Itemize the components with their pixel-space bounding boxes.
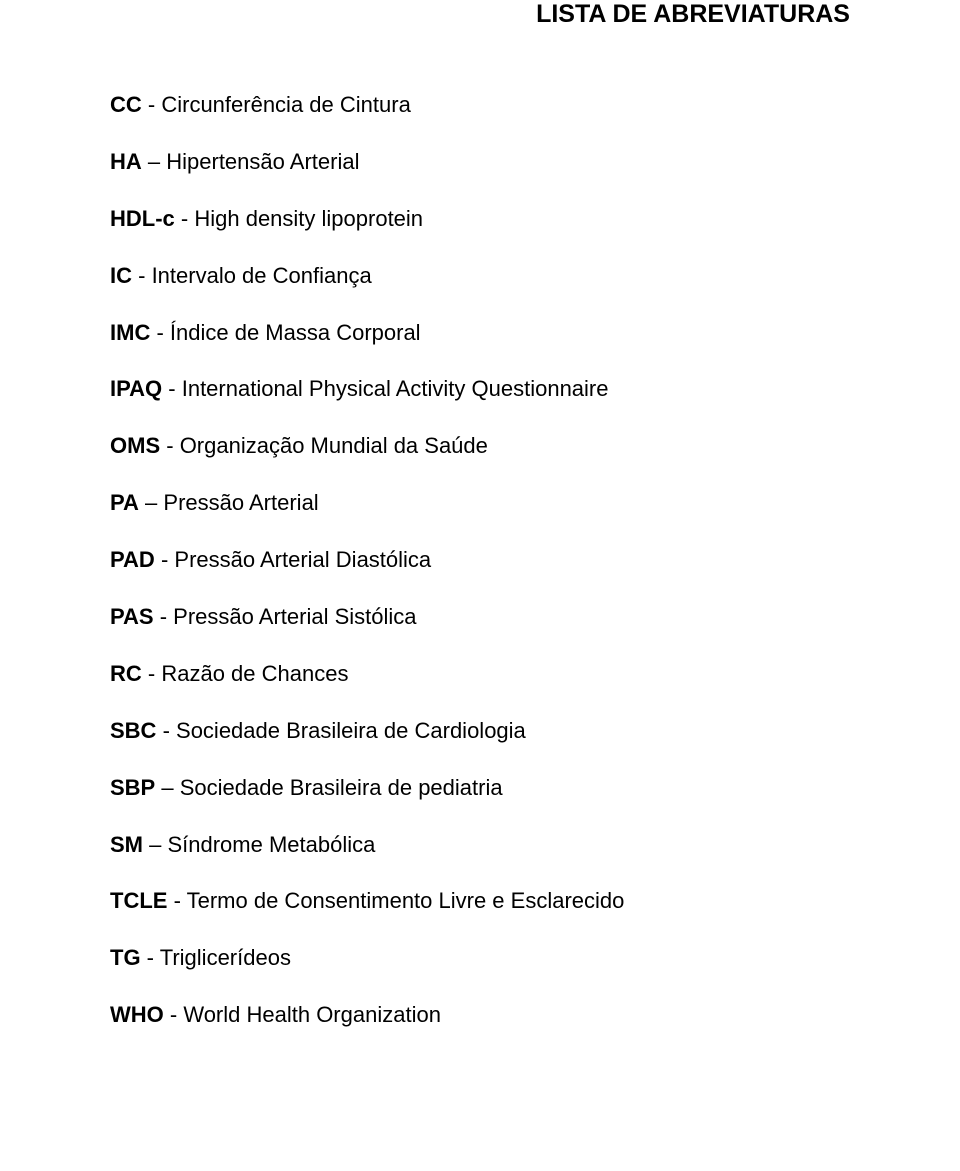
abbreviation-entry: OMS - Organização Mundial da Saúde [110, 430, 850, 462]
abbreviation-term: IMC [110, 320, 150, 345]
abbreviation-term: IPAQ [110, 376, 162, 401]
abbreviation-term: TCLE [110, 888, 167, 913]
abbreviation-entry: SM – Síndrome Metabólica [110, 829, 850, 861]
abbreviation-definition: Hipertensão Arterial [166, 149, 359, 174]
abbreviation-definition: International Physical Activity Question… [182, 376, 609, 401]
abbreviation-definition: Índice de Massa Corporal [170, 320, 421, 345]
abbreviation-separator: - [142, 92, 162, 117]
abbreviation-term: CC [110, 92, 142, 117]
abbreviation-entry: HA – Hipertensão Arterial [110, 146, 850, 178]
abbreviation-definition: Razão de Chances [161, 661, 348, 686]
document-page: LISTA DE ABREVIATURAS CC - Circunferênci… [0, 0, 960, 1031]
abbreviation-separator: - [162, 376, 182, 401]
abbreviation-term: HDL-c [110, 206, 175, 231]
abbreviation-definition: Pressão Arterial Sistólica [173, 604, 416, 629]
abbreviation-separator: – [142, 149, 166, 174]
abbreviation-definition: Pressão Arterial Diastólica [174, 547, 431, 572]
abbreviation-definition: Triglicerídeos [160, 945, 291, 970]
abbreviation-definition: Organização Mundial da Saúde [180, 433, 488, 458]
page-title: LISTA DE ABREVIATURAS [110, 0, 850, 89]
abbreviation-separator: - [142, 661, 162, 686]
abbreviation-separator: - [156, 718, 176, 743]
abbreviation-entry: IC - Intervalo de Confiança [110, 260, 850, 292]
abbreviation-term: PA [110, 490, 139, 515]
abbreviation-separator: – [139, 490, 163, 515]
abbreviation-entry: RC - Razão de Chances [110, 658, 850, 690]
abbreviation-definition: Sociedade Brasileira de Cardiologia [176, 718, 526, 743]
abbreviation-separator: - [175, 206, 195, 231]
abbreviation-entry: SBC - Sociedade Brasileira de Cardiologi… [110, 715, 850, 747]
abbreviation-entry: TG - Triglicerídeos [110, 942, 850, 974]
abbreviation-separator: - [150, 320, 170, 345]
abbreviation-definition: Sociedade Brasileira de pediatria [180, 775, 503, 800]
abbreviation-entry: SBP – Sociedade Brasileira de pediatria [110, 772, 850, 804]
abbreviation-entry: PA – Pressão Arterial [110, 487, 850, 519]
abbreviation-entry: PAD - Pressão Arterial Diastólica [110, 544, 850, 576]
abbreviation-separator: - [154, 604, 174, 629]
abbreviation-term: PAD [110, 547, 155, 572]
abbreviation-list: CC - Circunferência de Cintura HA – Hiper… [110, 89, 850, 1031]
abbreviation-separator: - [155, 547, 175, 572]
abbreviation-definition: Pressão Arterial [163, 490, 318, 515]
abbreviation-separator: – [143, 832, 167, 857]
abbreviation-definition: High density lipoprotein [194, 206, 423, 231]
abbreviation-definition: Síndrome Metabólica [167, 832, 375, 857]
abbreviation-term: RC [110, 661, 142, 686]
abbreviation-separator: - [160, 433, 180, 458]
abbreviation-term: SBP [110, 775, 155, 800]
abbreviation-term: PAS [110, 604, 154, 629]
abbreviation-term: TG [110, 945, 141, 970]
abbreviation-definition: Termo de Consentimento Livre e Esclareci… [187, 888, 625, 913]
abbreviation-term: HA [110, 149, 142, 174]
abbreviation-term: SBC [110, 718, 156, 743]
abbreviation-separator: - [132, 263, 152, 288]
abbreviation-separator: - [167, 888, 186, 913]
abbreviation-separator: - [141, 945, 160, 970]
abbreviation-term: WHO [110, 1002, 164, 1027]
abbreviation-entry: PAS - Pressão Arterial Sistólica [110, 601, 850, 633]
abbreviation-separator: - [164, 1002, 184, 1027]
abbreviation-term: IC [110, 263, 132, 288]
abbreviation-entry: IMC - Índice de Massa Corporal [110, 317, 850, 349]
abbreviation-entry: IPAQ - International Physical Activity Q… [110, 373, 850, 405]
abbreviation-separator: – [155, 775, 179, 800]
abbreviation-entry: CC - Circunferência de Cintura [110, 89, 850, 121]
abbreviation-definition: Intervalo de Confiança [152, 263, 372, 288]
abbreviation-definition: World Health Organization [183, 1002, 441, 1027]
abbreviation-definition: Circunferência de Cintura [161, 92, 410, 117]
abbreviation-entry: TCLE - Termo de Consentimento Livre e Es… [110, 885, 850, 917]
abbreviation-entry: HDL-c - High density lipoprotein [110, 203, 850, 235]
abbreviation-entry: WHO - World Health Organization [110, 999, 850, 1031]
abbreviation-term: SM [110, 832, 143, 857]
abbreviation-term: OMS [110, 433, 160, 458]
